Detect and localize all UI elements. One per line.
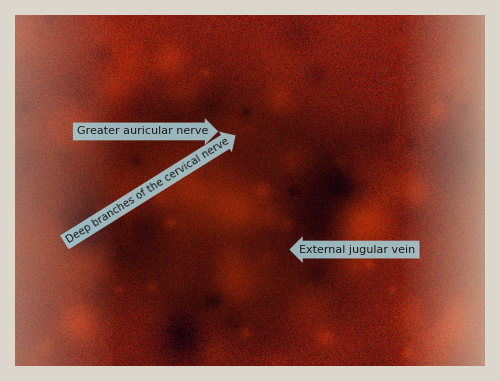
Text: External jugular vein: External jugular vein [300, 245, 416, 255]
Text: Deep branches of the cervical nerve: Deep branches of the cervical nerve [64, 136, 230, 245]
Text: Greater auricular nerve: Greater auricular nerve [77, 126, 208, 136]
